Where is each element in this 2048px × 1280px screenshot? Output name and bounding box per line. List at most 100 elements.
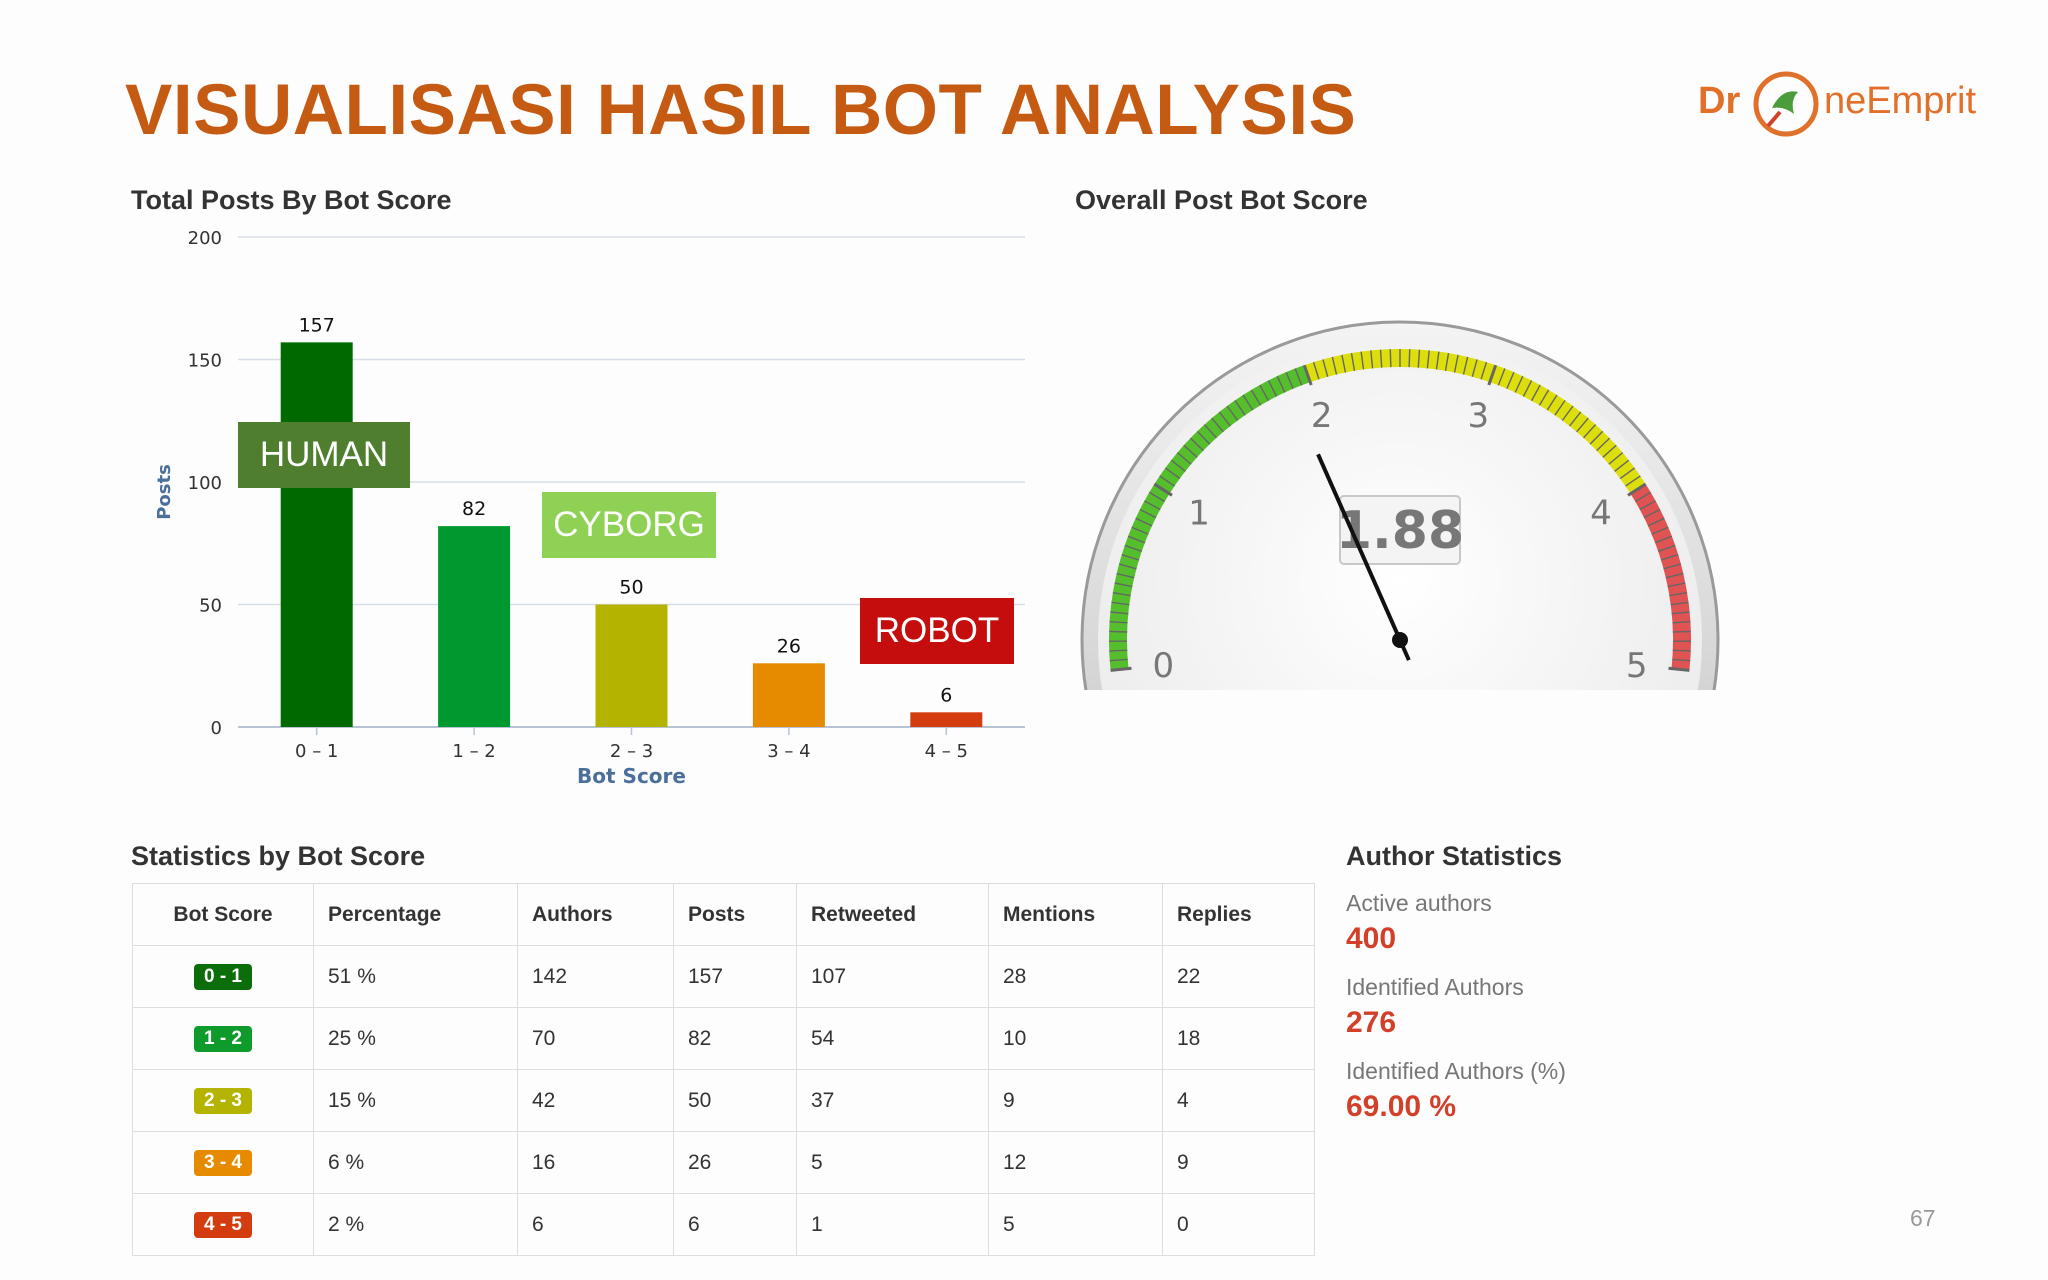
gauge-tick bbox=[1589, 430, 1604, 445]
gauge-tick bbox=[1663, 563, 1682, 570]
gauge-tick bbox=[1110, 611, 1129, 615]
gauge-tick bbox=[1672, 621, 1691, 624]
active-authors-value: 400 bbox=[1346, 922, 1397, 955]
gauge-tick bbox=[1639, 500, 1656, 511]
gauge-tick bbox=[1331, 356, 1338, 375]
bot-score-cell: 1 - 2 bbox=[132, 1007, 314, 1070]
gauge-tick bbox=[1189, 437, 1204, 452]
active-authors-label: Active authors bbox=[1346, 890, 1492, 916]
gauge-tick-label: 5 bbox=[1626, 646, 1648, 686]
gauge-tick bbox=[1294, 368, 1303, 386]
x-tick-label: 1 – 2 bbox=[452, 741, 495, 762]
bar-chart-heading: Total Posts By Bot Score bbox=[131, 185, 452, 215]
bar-value-label: 157 bbox=[299, 314, 335, 336]
gauge-tick bbox=[1647, 517, 1665, 527]
gauge-tick bbox=[1651, 526, 1669, 535]
bot-score-badge: 3 - 4 bbox=[193, 1149, 253, 1176]
gauge-tick bbox=[1667, 582, 1686, 588]
replies-cell: 18 bbox=[1162, 1007, 1315, 1070]
gauge-tick bbox=[1111, 601, 1130, 606]
replies-cell: 0 bbox=[1162, 1193, 1315, 1256]
gauge-tick bbox=[1144, 500, 1161, 511]
gauge-tick-label: 4 bbox=[1590, 493, 1612, 533]
x-tick-label: 4 – 5 bbox=[925, 741, 968, 762]
gauge-tick bbox=[1159, 475, 1175, 487]
gauge-tick bbox=[1669, 591, 1688, 597]
gauge-tick bbox=[1672, 658, 1691, 662]
gauge-tick bbox=[1671, 611, 1690, 615]
gauge-tick bbox=[1583, 424, 1597, 439]
gauge-heading: Overall Post Bot Score bbox=[1075, 185, 1368, 215]
gauge-tick bbox=[1602, 444, 1617, 458]
gauge-tick bbox=[1389, 349, 1392, 368]
identified-authors-label: Identified Authors bbox=[1346, 974, 1524, 1000]
retweeted-cell: 1 bbox=[796, 1193, 989, 1256]
gauge-tick bbox=[1444, 352, 1450, 371]
gauge-tick bbox=[1242, 394, 1254, 411]
gauge-tick bbox=[1302, 364, 1313, 386]
gauge-tick bbox=[1322, 359, 1329, 377]
gauge-tick bbox=[1131, 526, 1149, 535]
retweeted-cell: 5 bbox=[796, 1131, 989, 1194]
gauge-tick bbox=[1619, 467, 1636, 480]
bar-chart: 0 50 100 150 200 157 0 – 1 82 1 – 2 50 2 – 3 26 3 – … bbox=[154, 228, 1025, 788]
posts-cell: 6 bbox=[673, 1193, 797, 1256]
bot-score-cell: 2 - 3 bbox=[132, 1069, 314, 1132]
x-tick-label: 3 – 4 bbox=[767, 741, 810, 762]
replies-cell: 4 bbox=[1162, 1069, 1315, 1132]
x-tick-label: 0 – 1 bbox=[295, 741, 338, 762]
bar-value-label: 6 bbox=[940, 684, 952, 706]
stats-row: 2 - 3 15 % 42 50 37 9 4 bbox=[132, 1069, 1315, 1132]
identified-authors-pct-value: 69.00 % bbox=[1346, 1090, 1457, 1123]
gauge-tick bbox=[1176, 452, 1192, 465]
col-authors: Authors bbox=[517, 883, 674, 946]
gauge-tick bbox=[1546, 394, 1558, 411]
mentions-cell: 12 bbox=[988, 1131, 1163, 1194]
bot-score-badge: 0 - 1 bbox=[193, 963, 253, 990]
gauge-tick-label: 0 bbox=[1152, 646, 1174, 686]
gauge-value-box bbox=[1339, 495, 1461, 565]
gauge-tick bbox=[1164, 467, 1181, 480]
gauge-tick bbox=[1135, 517, 1153, 527]
retweeted-cell: 107 bbox=[796, 945, 989, 1008]
gauge-tick bbox=[1196, 430, 1211, 445]
retweeted-cell: 54 bbox=[796, 1007, 989, 1070]
drone-emprit-logo: Dr neEmprit bbox=[1698, 64, 1977, 144]
bar-value-label: 50 bbox=[619, 577, 643, 599]
bot-score-badge: 2 - 3 bbox=[193, 1087, 253, 1114]
gauge-tick bbox=[1183, 444, 1198, 458]
gauge-tick bbox=[1109, 630, 1128, 633]
gauge-tick bbox=[1625, 475, 1641, 487]
gauge-tick bbox=[1530, 384, 1541, 402]
gauge-tick bbox=[1608, 452, 1624, 465]
gauge-pivot bbox=[1392, 632, 1408, 648]
logo-text-right: neEmprit bbox=[1824, 80, 1977, 122]
robot-label: ROBOT bbox=[860, 598, 1014, 664]
x-axis-title: Bot Score bbox=[577, 764, 686, 788]
gauge-tick bbox=[1234, 399, 1246, 416]
gauge-tick bbox=[1250, 389, 1262, 406]
stats-row: 3 - 4 6 % 16 26 5 12 9 bbox=[132, 1131, 1315, 1194]
gauge-tick bbox=[1259, 384, 1270, 402]
gauge-tick bbox=[1614, 459, 1630, 472]
bar bbox=[752, 663, 825, 727]
gauge-tick bbox=[1276, 375, 1286, 393]
logo-text-left: Dr bbox=[1698, 80, 1741, 122]
percentage-cell: 25 % bbox=[313, 1007, 518, 1070]
mentions-cell: 9 bbox=[988, 1069, 1163, 1132]
gauge-tick bbox=[1153, 482, 1173, 497]
gauge-tick bbox=[1665, 572, 1684, 579]
y-tick-label: 50 bbox=[199, 596, 222, 617]
bar bbox=[438, 526, 511, 727]
gauge-tick bbox=[1118, 563, 1137, 570]
y-tick-label: 200 bbox=[188, 228, 222, 249]
bar bbox=[595, 604, 668, 727]
gauge-tick-label: 3 bbox=[1467, 396, 1489, 436]
gauge-tick bbox=[1110, 666, 1132, 672]
stats-row: 0 - 1 51 % 142 157 107 28 22 bbox=[132, 945, 1315, 1008]
gauge-tick bbox=[1497, 368, 1506, 386]
retweeted-cell: 37 bbox=[796, 1069, 989, 1132]
col-retweeted: Retweeted bbox=[796, 883, 989, 946]
gauge-tick bbox=[1350, 352, 1356, 371]
